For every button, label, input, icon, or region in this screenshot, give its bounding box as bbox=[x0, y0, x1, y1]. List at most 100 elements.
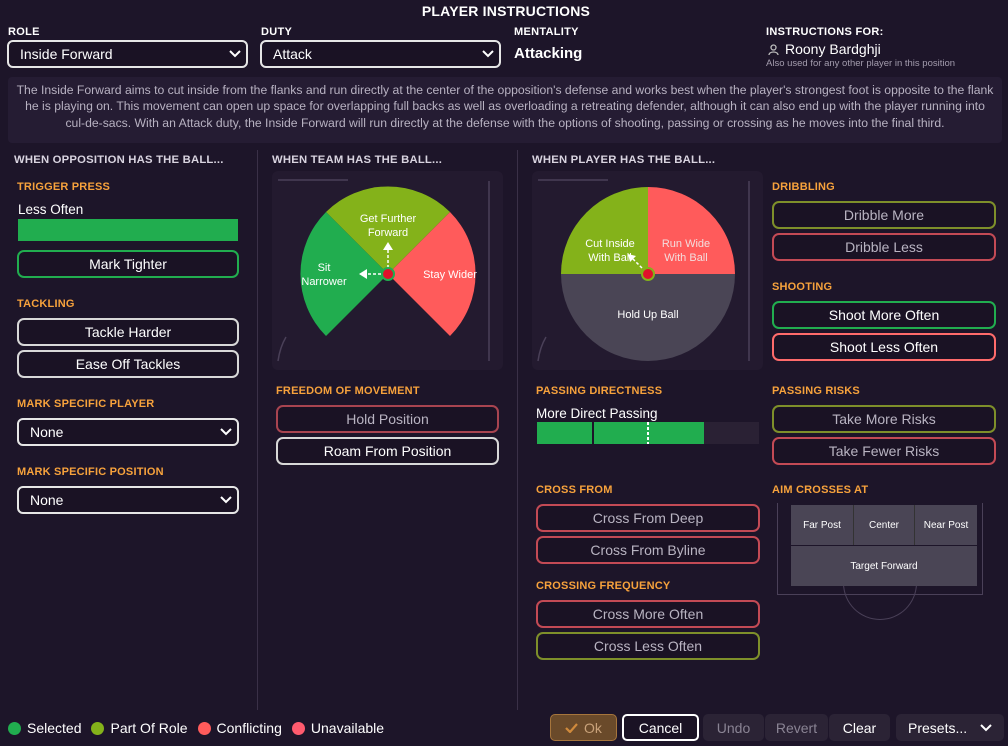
role-dropdown[interactable]: Inside Forward bbox=[7, 40, 248, 68]
tackling-label: TACKLING bbox=[17, 298, 75, 310]
passing-directness-slider[interactable] bbox=[537, 422, 759, 444]
legend-conflicting: Conflicting bbox=[197, 720, 282, 736]
mark-player-label: MARK SPECIFIC PLAYER bbox=[17, 398, 155, 410]
cancel-button[interactable]: Cancel bbox=[622, 714, 699, 741]
wheel-cut-inside-line2: With Ball bbox=[588, 252, 631, 264]
cross-from-label: CROSS FROM bbox=[536, 484, 613, 496]
presets-button[interactable]: Presets... bbox=[896, 714, 1004, 741]
run-wide-segment[interactable] bbox=[648, 187, 735, 274]
crossing-frequency-label: CROSSING FREQUENCY bbox=[536, 580, 671, 592]
take-fewer-risks-button[interactable]: Take Fewer Risks bbox=[772, 437, 996, 465]
wheel-hold-up-label: Hold Up Ball bbox=[617, 309, 678, 321]
wheel-forward-line2: Forward bbox=[368, 227, 408, 239]
player-header: WHEN PLAYER HAS THE BALL... bbox=[532, 154, 716, 166]
get-further-forward-segment[interactable] bbox=[326, 186, 450, 274]
passing-directness-label: PASSING DIRECTNESS bbox=[536, 385, 663, 397]
legend-selected-label: Selected bbox=[27, 720, 82, 736]
duty-dropdown[interactable]: Attack bbox=[260, 40, 501, 68]
ease-off-tackles-button[interactable]: Ease Off Tackles bbox=[17, 350, 239, 378]
wheel-narrower-line2: Narrower bbox=[301, 276, 347, 288]
passing-risks-label: PASSING RISKS bbox=[772, 385, 860, 397]
shoot-less-often-button[interactable]: Shoot Less Often bbox=[772, 333, 996, 361]
trigger-press-value: Less Often bbox=[18, 202, 84, 217]
conflicting-dot-icon bbox=[197, 721, 211, 735]
opposition-header: WHEN OPPOSITION HAS THE BALL... bbox=[14, 154, 224, 166]
far-post-target[interactable]: Far Post bbox=[791, 505, 853, 545]
legend-selected: Selected bbox=[8, 720, 81, 736]
aim-crosses-label: AIM CROSSES AT bbox=[772, 484, 869, 496]
player-name[interactable]: Roony Bardghji bbox=[785, 41, 881, 57]
role-description: The Inside Forward aims to cut inside fr… bbox=[8, 77, 1002, 143]
cross-more-often-button[interactable]: Cross More Often bbox=[536, 600, 760, 628]
hold-up-ball-segment[interactable] bbox=[561, 274, 735, 361]
page-title: PLAYER INSTRUCTIONS bbox=[421, 3, 591, 19]
team-movement-wheel[interactable]: Get Further Forward Sit Narrower Stay Wi… bbox=[272, 171, 503, 370]
trigger-press-fill bbox=[18, 219, 238, 241]
wheel-forward-line1: Get Further bbox=[360, 213, 417, 225]
legend-conflicting-label: Conflicting bbox=[216, 720, 282, 736]
instructions-for-label: INSTRUCTIONS FOR: bbox=[766, 26, 884, 38]
role-value: Inside Forward bbox=[20, 46, 113, 62]
revert-button[interactable]: Revert bbox=[765, 714, 828, 741]
chevron-down-icon bbox=[215, 496, 237, 504]
chevron-down-icon bbox=[477, 50, 499, 58]
sit-narrower-segment[interactable] bbox=[300, 212, 388, 336]
passing-directness-fill bbox=[537, 422, 704, 444]
tackle-harder-button[interactable]: Tackle Harder bbox=[17, 318, 239, 346]
wheel-run-wide-line2: With Ball bbox=[664, 252, 707, 264]
freedom-label: FREEDOM OF MOVEMENT bbox=[276, 385, 420, 397]
legend: Selected Part Of Role Conflicting Unavai… bbox=[8, 720, 384, 736]
stay-wider-segment[interactable] bbox=[388, 212, 476, 336]
selected-dot-icon bbox=[8, 721, 21, 735]
dribbling-label: DRIBBLING bbox=[772, 181, 835, 193]
part-of-role-dot-icon bbox=[91, 721, 105, 735]
column-divider bbox=[517, 150, 518, 710]
take-more-risks-button[interactable]: Take More Risks bbox=[772, 405, 996, 433]
mark-position-label: MARK SPECIFIC POSITION bbox=[17, 466, 164, 478]
check-icon bbox=[565, 722, 578, 733]
legend-unavailable: Unavailable bbox=[291, 720, 384, 736]
ok-label: Ok bbox=[584, 719, 602, 736]
chevron-down-icon bbox=[224, 50, 246, 58]
ok-button[interactable]: Ok bbox=[550, 714, 617, 741]
legend-part-label: Part Of Role bbox=[110, 720, 188, 736]
chevron-down-icon bbox=[215, 428, 237, 436]
clear-button[interactable]: Clear bbox=[829, 714, 890, 741]
arrow-diagonal-icon bbox=[628, 254, 636, 262]
cross-from-byline-button[interactable]: Cross From Byline bbox=[536, 536, 760, 564]
hold-position-button[interactable]: Hold Position bbox=[276, 405, 499, 433]
target-forward-target[interactable]: Target Forward bbox=[791, 546, 977, 586]
wheel-narrower-line1: Sit bbox=[318, 262, 331, 274]
unavailable-dot-icon bbox=[291, 721, 305, 735]
trigger-press-slider[interactable] bbox=[18, 219, 238, 241]
mentality-label: MENTALITY bbox=[514, 26, 579, 38]
duty-value: Attack bbox=[273, 46, 312, 62]
team-header: WHEN TEAM HAS THE BALL... bbox=[272, 154, 443, 166]
role-label: ROLE bbox=[8, 26, 40, 38]
dribble-less-button[interactable]: Dribble Less bbox=[772, 233, 996, 261]
cross-from-deep-button[interactable]: Cross From Deep bbox=[536, 504, 760, 532]
shoot-more-often-button[interactable]: Shoot More Often bbox=[772, 301, 996, 329]
mentality-value: Attacking bbox=[514, 45, 583, 62]
instructions-note: Also used for any other player in this p… bbox=[766, 58, 956, 69]
cut-inside-segment[interactable] bbox=[561, 187, 648, 274]
mark-position-value: None bbox=[30, 492, 64, 508]
mark-tighter-button[interactable]: Mark Tighter bbox=[17, 250, 239, 278]
cross-less-often-button[interactable]: Cross Less Often bbox=[536, 632, 760, 660]
presets-label: Presets... bbox=[908, 719, 968, 736]
wheel-wider-label: Stay Wider bbox=[423, 269, 477, 281]
penalty-arc bbox=[843, 580, 917, 620]
dribble-more-button[interactable]: Dribble More bbox=[772, 201, 996, 229]
trigger-press-label: TRIGGER PRESS bbox=[17, 181, 111, 193]
center-target[interactable]: Center bbox=[853, 505, 914, 545]
near-post-target[interactable]: Near Post bbox=[914, 505, 977, 545]
mark-player-dropdown[interactable]: None bbox=[17, 418, 239, 446]
player-marker bbox=[641, 267, 655, 281]
undo-button[interactable]: Undo bbox=[703, 714, 764, 741]
duty-label: DUTY bbox=[261, 26, 293, 38]
roam-from-position-button[interactable]: Roam From Position bbox=[276, 437, 499, 465]
chevron-down-icon bbox=[980, 723, 992, 732]
player-movement-wheel[interactable]: Cut Inside With Ball Run Wide With Ball … bbox=[532, 171, 763, 370]
legend-part-of-role: Part Of Role bbox=[91, 720, 188, 736]
mark-position-dropdown[interactable]: None bbox=[17, 486, 239, 514]
